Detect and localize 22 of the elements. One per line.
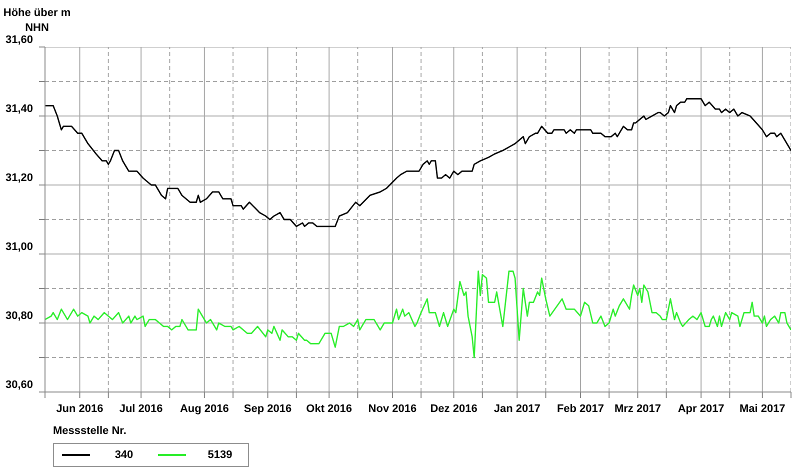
y-tick-label: 31,60 bbox=[5, 34, 33, 46]
x-tick-label: Jun 2016 bbox=[56, 403, 104, 415]
legend-label: 5139 bbox=[206, 449, 234, 461]
x-tick-label: Mrz 2017 bbox=[614, 403, 661, 415]
x-tick-label: Mai 2017 bbox=[739, 403, 786, 415]
legend-label: 340 bbox=[114, 449, 134, 461]
x-tick-label: Nov 2016 bbox=[368, 403, 417, 415]
y-tick-label: 30,60 bbox=[5, 379, 33, 391]
x-tick-label: Dez 2016 bbox=[430, 403, 478, 415]
y-tick-label: 31,20 bbox=[5, 172, 33, 184]
x-tick-label: Aug 2016 bbox=[180, 403, 229, 415]
legend-title: Messstelle Nr. bbox=[53, 425, 128, 437]
x-tick-label: Sep 2016 bbox=[244, 403, 292, 415]
y-tick-label: 31,00 bbox=[5, 241, 33, 253]
x-tick-label: Okt 2016 bbox=[306, 403, 352, 415]
x-tick-label: Apr 2017 bbox=[678, 403, 724, 415]
x-tick-label: Feb 2017 bbox=[556, 403, 604, 415]
y-axis-title: Höhe über m NHN bbox=[2, 6, 72, 35]
y-tick-label: 31,40 bbox=[5, 103, 33, 115]
y-tick-label: 30,80 bbox=[5, 310, 33, 322]
x-tick-label: Jan 2017 bbox=[494, 403, 540, 415]
x-tick-label: Jul 2016 bbox=[119, 403, 163, 415]
